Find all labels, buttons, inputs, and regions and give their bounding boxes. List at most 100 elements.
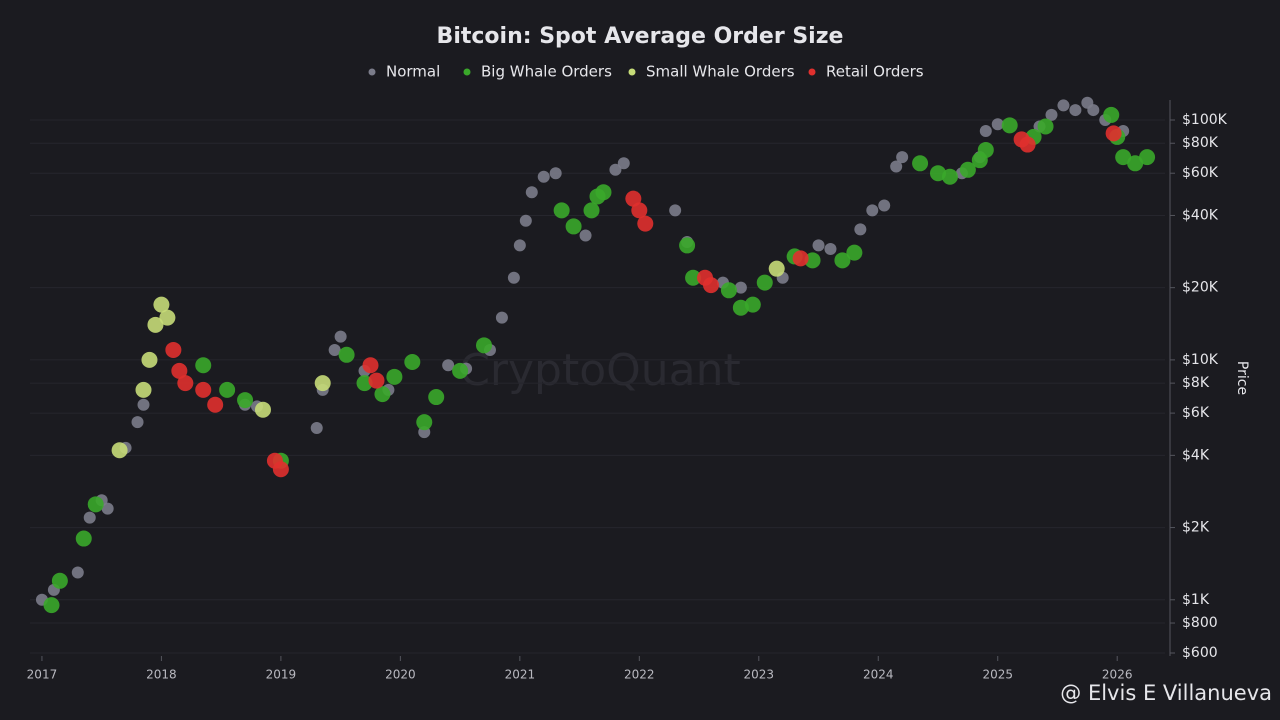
x-tick-label: 2019 — [266, 668, 297, 682]
y-tick-label: $60K — [1182, 165, 1219, 181]
data-point — [565, 218, 582, 235]
y-tick-label: $40K — [1182, 207, 1219, 223]
data-point — [1139, 149, 1156, 166]
data-point — [334, 330, 347, 343]
data-point — [846, 244, 863, 261]
data-point — [135, 381, 152, 398]
data-point — [153, 296, 170, 313]
y-tick-label: $80K — [1182, 135, 1219, 151]
data-point — [617, 157, 630, 170]
data-point — [147, 316, 164, 333]
chart-title: Bitcoin: Spot Average Order Size — [437, 24, 844, 49]
data-point — [310, 422, 323, 435]
data-point — [507, 271, 520, 284]
data-point — [1115, 149, 1132, 166]
data-point — [1127, 155, 1144, 172]
y-tick-label: $10K — [1182, 352, 1219, 368]
data-point — [890, 160, 903, 173]
data-point — [824, 242, 837, 255]
data-point — [195, 357, 212, 374]
data-point — [549, 167, 562, 180]
points — [35, 96, 1156, 614]
legend-marker — [628, 68, 636, 76]
legend-marker — [368, 68, 376, 76]
x-tick-label: 2025 — [982, 668, 1013, 682]
x-tick-label: 2022 — [624, 668, 655, 682]
data-point — [219, 381, 236, 398]
x-tick-label: 2020 — [385, 668, 416, 682]
data-point — [51, 572, 68, 589]
data-point — [1087, 104, 1100, 117]
x-tick-label: 2021 — [505, 668, 536, 682]
data-point — [328, 343, 341, 356]
data-point — [609, 163, 622, 176]
data-point — [368, 372, 385, 389]
data-point — [338, 346, 355, 363]
data-point — [177, 375, 194, 392]
x-tick-label: 2023 — [744, 668, 775, 682]
data-point — [669, 204, 682, 217]
legend-label: Big Whale Orders — [481, 63, 612, 81]
data-point — [386, 368, 403, 385]
data-point — [896, 151, 909, 164]
data-point — [537, 170, 550, 183]
data-point — [452, 362, 469, 379]
data-point — [756, 274, 773, 291]
x-tick-label: 2024 — [863, 668, 894, 682]
data-point — [513, 239, 526, 252]
data-point — [977, 141, 994, 158]
y-tick-label: $800 — [1182, 615, 1218, 631]
data-point — [237, 392, 254, 409]
data-point — [734, 281, 747, 294]
data-point — [744, 296, 761, 313]
data-point — [979, 124, 992, 137]
data-point — [131, 416, 144, 429]
data-point — [1045, 108, 1058, 121]
data-point — [195, 381, 212, 398]
y-tick-label: $600 — [1182, 645, 1218, 661]
data-point — [1057, 99, 1070, 112]
data-point — [171, 362, 188, 379]
data-point — [553, 202, 570, 219]
data-point — [362, 357, 379, 374]
data-point — [476, 337, 492, 354]
x-tick-label: 2018 — [146, 668, 177, 682]
data-point — [519, 214, 532, 227]
grid: $600 $800 $1K $2K $4K $6K $8K $10K $20K $40K $60K $… — [27, 112, 1228, 682]
y-tick-label: $6K — [1182, 405, 1210, 421]
data-point — [685, 269, 702, 286]
data-point — [141, 351, 158, 368]
data-point — [525, 186, 538, 199]
data-point — [812, 239, 825, 252]
data-point — [1037, 118, 1054, 135]
data-point — [442, 359, 455, 372]
data-point — [43, 597, 60, 614]
data-point — [866, 204, 879, 217]
data-point — [854, 223, 867, 236]
data-point — [71, 566, 84, 579]
data-point — [991, 118, 1004, 131]
y-tick-label: $1K — [1182, 592, 1210, 608]
data-point — [1069, 104, 1082, 117]
watermark: CryptoQuant — [459, 345, 741, 396]
data-point — [804, 252, 821, 269]
data-point — [637, 215, 654, 232]
data-point — [207, 396, 224, 413]
data-point — [720, 282, 737, 299]
data-point — [834, 252, 851, 269]
data-point — [1019, 136, 1036, 153]
legend-label: Small Whale Orders — [646, 63, 795, 81]
data-point — [428, 389, 445, 406]
y-tick-label: $2K — [1182, 520, 1210, 536]
data-point — [959, 161, 976, 178]
data-point — [941, 168, 958, 185]
data-point — [768, 260, 785, 277]
data-point — [137, 398, 150, 411]
x-tick-label: 2017 — [27, 668, 58, 682]
data-point — [792, 250, 809, 267]
data-point — [374, 386, 391, 403]
legend-label: Retail Orders — [826, 63, 924, 81]
data-point — [356, 375, 373, 392]
